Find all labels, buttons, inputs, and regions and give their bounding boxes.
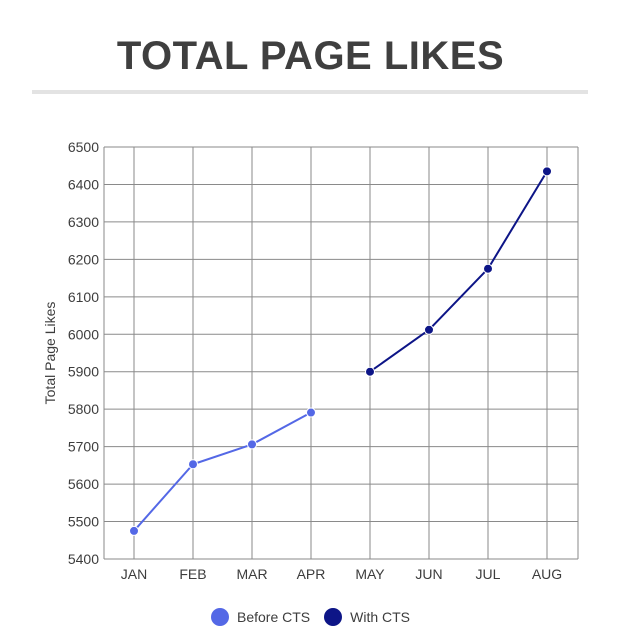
data-point-series-0 (306, 407, 316, 418)
y-tick-label: 6000 (68, 326, 99, 342)
y-tick-label: 5400 (68, 551, 99, 567)
y-tick-label: 6400 (68, 176, 99, 192)
x-tick-label: JUL (476, 566, 501, 582)
data-point-series-1 (365, 366, 375, 377)
y-tick-label: 5800 (68, 401, 99, 417)
data-point-series-1 (424, 324, 434, 335)
data-point-series-0 (188, 459, 198, 470)
x-tick-label: FEB (179, 566, 206, 582)
legend-label-before-cts: Before CTS (236, 609, 311, 625)
series-line-1 (369, 170, 548, 373)
x-tick-label: MAR (236, 566, 267, 582)
legend-swatch-before-cts (210, 608, 229, 626)
data-point-series-0 (129, 525, 139, 536)
legend: Before CTS With CTS (0, 608, 621, 626)
legend-swatch-with-cts (324, 608, 343, 626)
y-tick-label: 6300 (68, 214, 99, 230)
y-tick-label: 6200 (68, 251, 99, 267)
series-line-0 (133, 411, 312, 532)
data-point-series-1 (542, 166, 552, 177)
title-divider (32, 90, 588, 94)
y-tick-label: 6500 (68, 139, 99, 155)
data-point-series-0 (247, 439, 257, 450)
y-tick-label: 5500 (68, 514, 99, 530)
y-tick-label: 5600 (68, 476, 99, 492)
y-tick-label: 5900 (68, 364, 99, 380)
y-tick-label: 5700 (68, 439, 99, 455)
x-tick-label: AUG (532, 566, 562, 582)
line-chart: 5400 5500 5600 5700 5800 5900 6000 6100 6200 6300… (42, 139, 579, 582)
x-tick-label: JAN (121, 566, 147, 582)
data-point-series-1 (483, 263, 493, 274)
legend-item-with-cts[interactable]: With CTS (324, 608, 410, 626)
chart-title: TOTAL PAGE LIKES (116, 34, 505, 78)
legend-label-with-cts: With CTS (350, 609, 411, 625)
x-tick-label: MAY (355, 566, 385, 582)
legend-item-before-cts[interactable]: Before CTS (210, 608, 311, 626)
y-tick-label: 6100 (68, 289, 99, 305)
x-tick-label: APR (297, 566, 326, 582)
y-axis-title: Total Page Likes (42, 302, 58, 405)
x-tick-label: JUN (415, 566, 442, 582)
